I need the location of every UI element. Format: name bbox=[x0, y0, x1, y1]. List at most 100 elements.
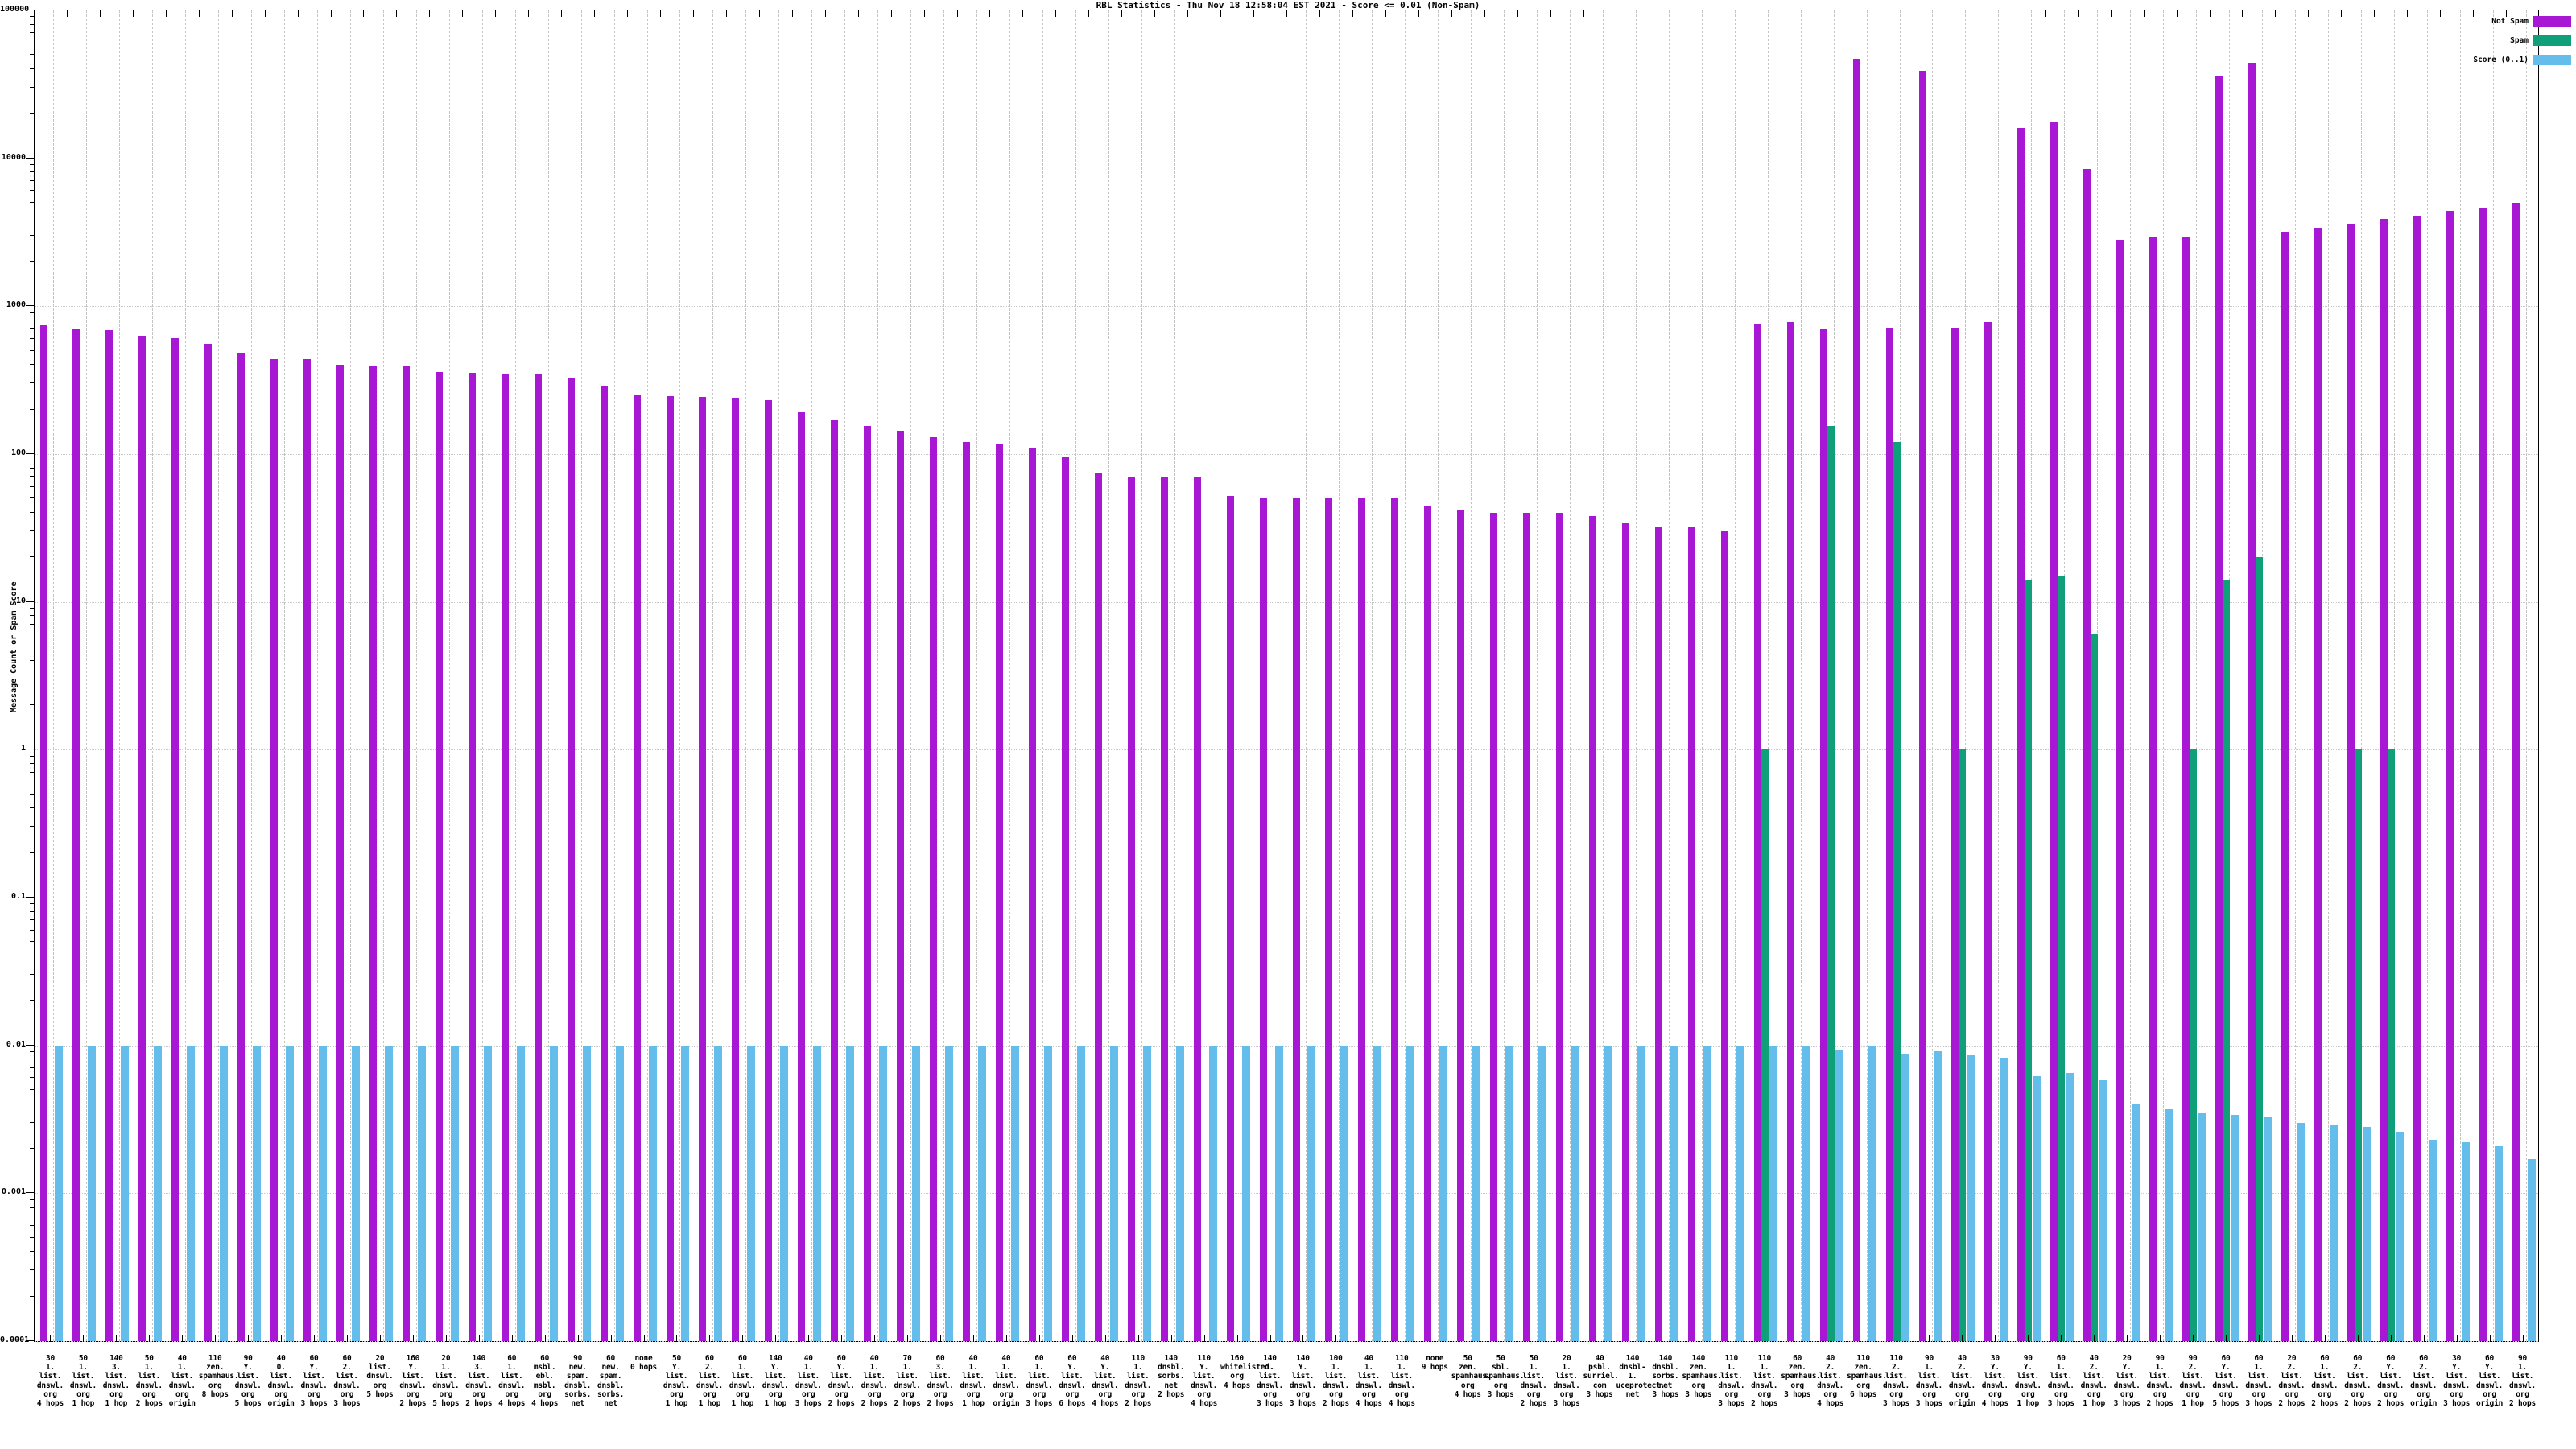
x-axis-label: 60 2. list. dnswl. org origin bbox=[2410, 1354, 2438, 1409]
gridline-vertical bbox=[1635, 10, 1637, 1341]
x-axis-label: 90 new. spam. dnsbl. sorbs. net bbox=[564, 1354, 592, 1409]
bar-not-spam bbox=[1325, 498, 1333, 1341]
x-axis-label: 110 zen. spamhaus. org 8 hops bbox=[198, 1354, 239, 1399]
top-axis-tick bbox=[1517, 10, 1518, 17]
gridline-vertical bbox=[1042, 10, 1043, 1341]
top-axis-tick bbox=[1286, 10, 1287, 17]
top-axis-tick bbox=[561, 10, 563, 17]
x-axis-tick bbox=[1302, 1335, 1304, 1342]
x-axis-tick bbox=[215, 1335, 217, 1342]
bar-not-spam bbox=[633, 394, 641, 1341]
y-axis-minor-tick bbox=[30, 1269, 34, 1271]
gridline-vertical bbox=[1603, 10, 1604, 1341]
gridline-vertical bbox=[2327, 10, 2329, 1341]
bar-score bbox=[1373, 1045, 1382, 1341]
top-axis-tick bbox=[594, 10, 596, 17]
y-axis-minor-tick bbox=[30, 1067, 34, 1069]
bar-not-spam bbox=[1391, 498, 1399, 1341]
top-axis-tick bbox=[34, 10, 35, 17]
top-axis-tick bbox=[2110, 10, 2112, 17]
bar-score bbox=[319, 1045, 328, 1341]
x-axis-tick bbox=[1236, 1335, 1238, 1342]
bar-not-spam bbox=[435, 371, 443, 1341]
bar-score bbox=[1835, 1049, 1843, 1341]
top-axis-tick bbox=[923, 10, 925, 17]
gridline-vertical bbox=[1141, 10, 1142, 1341]
x-axis-label: 100 1. list. dnswl. org 2 hops bbox=[1322, 1354, 1349, 1409]
x-axis-label: 30 1. list. dnswl. org 4 hops bbox=[36, 1354, 64, 1409]
x-axis-label: 50 1. list. dnswl. org 2 hops bbox=[135, 1354, 163, 1409]
gridline-vertical bbox=[1866, 10, 1868, 1341]
x-axis-label: 40 1. list. dnswl. org 2 hops bbox=[861, 1354, 888, 1409]
x-axis-tick bbox=[907, 1335, 909, 1342]
x-axis-label: 90 1. list. dnswl. org 3 hops bbox=[1915, 1354, 1943, 1409]
bar-score bbox=[780, 1045, 789, 1341]
y-axis-minor-tick bbox=[30, 659, 34, 661]
gridline-vertical bbox=[811, 10, 813, 1341]
y-axis-minor-tick bbox=[30, 1295, 34, 1297]
x-axis-label: 50 sbl. spamhaus. org 3 hops bbox=[1484, 1354, 1525, 1399]
x-axis-tick bbox=[1104, 1335, 1106, 1342]
x-axis-label: 140 dnsbl. sorbs. net 3 hops bbox=[1652, 1354, 1679, 1399]
gridline-vertical bbox=[679, 10, 681, 1341]
bar-score bbox=[450, 1045, 459, 1341]
top-axis-tick bbox=[2407, 10, 2409, 17]
bar-score bbox=[747, 1045, 756, 1341]
top-axis-tick bbox=[132, 10, 134, 17]
gridline-vertical bbox=[2130, 10, 2132, 1341]
gridline-vertical bbox=[284, 10, 286, 1341]
gridline-vertical bbox=[1734, 10, 1736, 1341]
x-axis-tick bbox=[841, 1335, 843, 1342]
bar-not-spam bbox=[2314, 227, 2322, 1341]
x-axis-tick bbox=[1335, 1335, 1337, 1342]
x-axis-tick bbox=[973, 1335, 974, 1342]
bar-score bbox=[1505, 1045, 1514, 1341]
top-axis-tick bbox=[1220, 10, 1222, 17]
bar-score bbox=[615, 1045, 624, 1341]
bar-not-spam bbox=[1259, 498, 1267, 1341]
top-axis-tick bbox=[791, 10, 793, 17]
x-axis-tick bbox=[709, 1335, 711, 1342]
y-axis-minor-tick bbox=[30, 1148, 34, 1150]
top-axis-tick bbox=[165, 10, 167, 17]
bar-score bbox=[1967, 1055, 1975, 1341]
bar-not-spam bbox=[1819, 328, 1827, 1341]
x-axis-label: 90 1. list. dnswl. org 2 hops bbox=[2508, 1354, 2537, 1409]
gridline-vertical bbox=[1438, 10, 1439, 1341]
top-axis-tick bbox=[2143, 10, 2145, 17]
y-axis-minor-tick bbox=[30, 1077, 34, 1079]
y-axis-tick-mark bbox=[26, 601, 34, 602]
y-axis-minor-tick bbox=[30, 903, 34, 905]
x-axis-label: 40 1. list. dnswl. org origin bbox=[993, 1354, 1020, 1409]
gridline-vertical bbox=[1537, 10, 1538, 1341]
gridline-vertical bbox=[317, 10, 319, 1341]
bar-score bbox=[1010, 1045, 1019, 1341]
bar-not-spam bbox=[39, 325, 47, 1341]
bar-not-spam bbox=[204, 343, 213, 1341]
x-axis-tick bbox=[775, 1335, 777, 1342]
bar-not-spam bbox=[1160, 477, 1168, 1341]
x-axis-label: 40 1. list. dnswl. org 4 hops bbox=[1355, 1354, 1382, 1409]
x-axis-tick bbox=[50, 1335, 52, 1342]
top-axis-tick bbox=[429, 10, 431, 17]
bar-score bbox=[187, 1045, 196, 1341]
legend-label-not-spam: Not Spam bbox=[2491, 16, 2529, 26]
x-axis-tick bbox=[2028, 1335, 2029, 1342]
x-axis-label: 50 zen. spamhaus. org 4 hops bbox=[1451, 1354, 1492, 1399]
gridline-vertical bbox=[2492, 10, 2494, 1341]
y-axis-minor-tick bbox=[30, 826, 34, 828]
y-axis-minor-tick bbox=[30, 1121, 34, 1123]
bar-score bbox=[2527, 1159, 2536, 1341]
bar-spam bbox=[2058, 576, 2066, 1341]
top-axis-tick bbox=[627, 10, 629, 17]
bar-score bbox=[55, 1045, 64, 1341]
plot-area bbox=[34, 10, 2539, 1342]
bar-not-spam bbox=[402, 366, 410, 1341]
x-axis-label: 90 1. list. dnswl. org 2 hops bbox=[2146, 1354, 2174, 1409]
bar-score bbox=[2494, 1146, 2503, 1341]
bar-not-spam bbox=[1028, 448, 1036, 1341]
bar-not-spam bbox=[1951, 327, 1959, 1341]
y-axis-minor-tick bbox=[30, 919, 34, 921]
y-axis-minor-tick bbox=[30, 1251, 34, 1253]
